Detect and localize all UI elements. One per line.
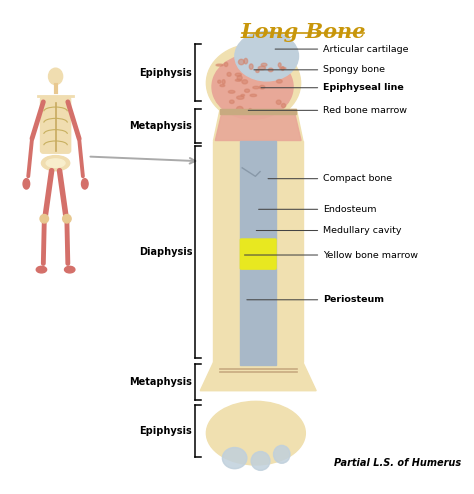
Ellipse shape [212,54,293,119]
Ellipse shape [282,104,286,108]
Ellipse shape [253,86,259,89]
Text: Red bone marrow: Red bone marrow [323,106,407,115]
Ellipse shape [258,66,265,70]
Ellipse shape [41,156,70,170]
FancyBboxPatch shape [220,109,296,114]
Ellipse shape [280,67,286,69]
Text: Partial L.S. of Humerus: Partial L.S. of Humerus [334,458,461,468]
Ellipse shape [218,80,221,83]
FancyBboxPatch shape [213,141,303,363]
Polygon shape [200,363,316,391]
FancyBboxPatch shape [240,141,276,365]
Ellipse shape [222,80,225,84]
Text: Diaphysis: Diaphysis [139,247,192,257]
Text: Periosteum: Periosteum [323,295,384,304]
FancyBboxPatch shape [240,239,276,269]
Ellipse shape [237,96,244,99]
Ellipse shape [256,70,259,73]
Text: Epiphysis: Epiphysis [139,68,192,78]
Ellipse shape [278,63,281,67]
Ellipse shape [250,94,256,97]
Ellipse shape [261,63,267,66]
Ellipse shape [216,64,223,66]
Ellipse shape [23,179,30,189]
Ellipse shape [36,266,46,273]
Ellipse shape [48,68,63,84]
Ellipse shape [269,111,272,113]
Ellipse shape [228,90,235,93]
Ellipse shape [40,214,48,223]
Ellipse shape [273,446,290,463]
Ellipse shape [227,73,231,76]
Text: Metaphysis: Metaphysis [129,122,192,131]
Text: Compact bone: Compact bone [323,174,392,183]
Text: Spongy bone: Spongy bone [323,65,385,74]
Text: Long Bone: Long Bone [240,22,365,42]
Ellipse shape [237,76,242,81]
Text: Epiphysis: Epiphysis [139,426,192,436]
Ellipse shape [63,214,71,223]
Ellipse shape [249,64,253,69]
Polygon shape [213,109,303,141]
Ellipse shape [206,401,305,465]
Ellipse shape [244,58,247,64]
Ellipse shape [241,94,245,96]
Ellipse shape [276,100,281,104]
Ellipse shape [236,79,241,82]
Polygon shape [215,110,301,140]
Text: Articular cartilage: Articular cartilage [323,44,408,53]
Text: Epiphyseal line: Epiphyseal line [323,83,403,92]
Ellipse shape [242,80,247,84]
Text: Medullary cavity: Medullary cavity [323,226,401,235]
Ellipse shape [248,109,252,113]
Ellipse shape [235,32,299,81]
Text: Metaphysis: Metaphysis [129,377,192,387]
Ellipse shape [235,73,241,76]
Ellipse shape [260,110,264,113]
Ellipse shape [46,159,65,167]
Ellipse shape [238,59,244,65]
Ellipse shape [206,44,301,122]
Ellipse shape [229,100,234,103]
Text: Yellow bone marrow: Yellow bone marrow [323,250,418,259]
Ellipse shape [268,68,273,72]
Ellipse shape [281,67,284,71]
Ellipse shape [222,448,247,469]
Ellipse shape [237,106,243,112]
Ellipse shape [260,85,265,89]
Ellipse shape [251,452,270,470]
Ellipse shape [245,89,250,92]
Text: Endosteum: Endosteum [323,205,376,214]
Ellipse shape [220,84,225,86]
Ellipse shape [276,80,282,83]
Ellipse shape [82,179,88,189]
FancyBboxPatch shape [40,97,71,153]
Ellipse shape [224,62,228,67]
Ellipse shape [64,266,75,273]
